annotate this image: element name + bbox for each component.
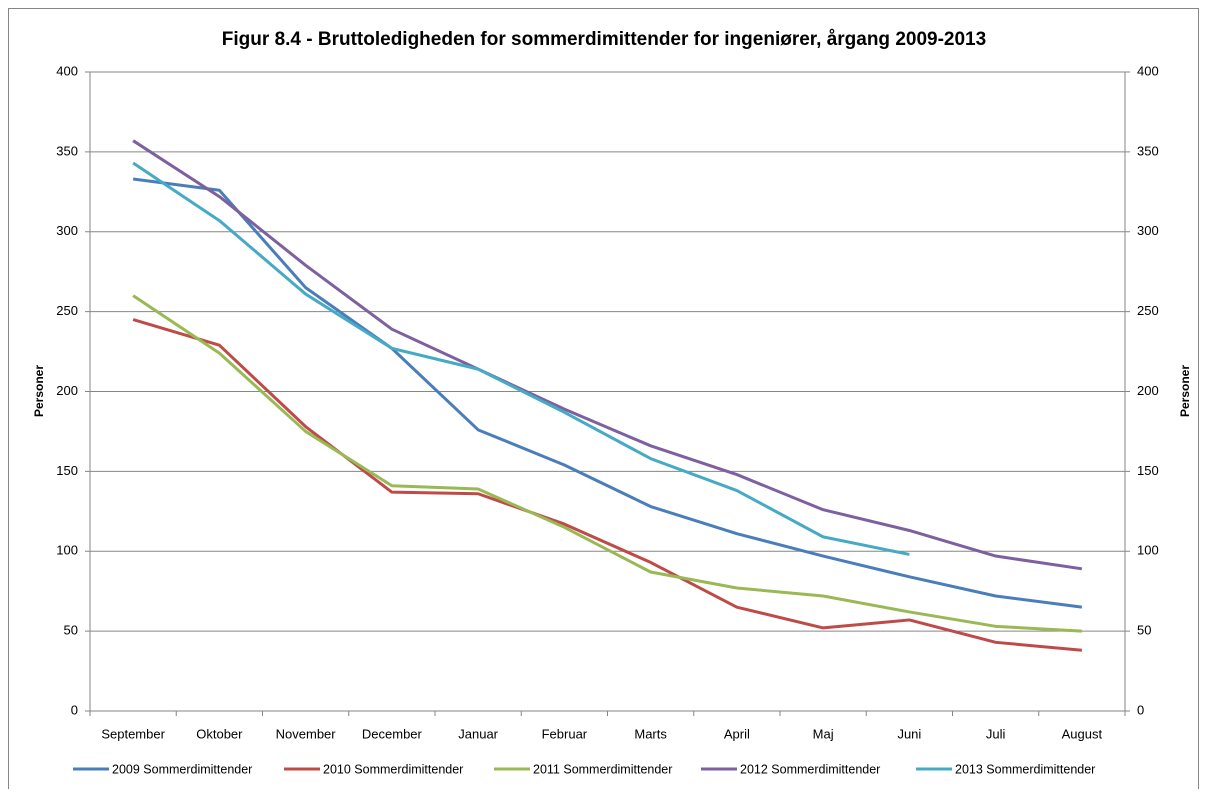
y2-tick-label: 100	[1137, 543, 1159, 558]
series-line	[132, 177, 1083, 609]
y-tick-label: 50	[64, 623, 78, 638]
y2-tick-label: 50	[1137, 623, 1151, 638]
x-tick-label: Marts	[634, 726, 667, 741]
x-tick-label: Juni	[897, 726, 921, 741]
x-tick-label: November	[276, 726, 337, 741]
x-tick-label: Juli	[986, 726, 1006, 741]
y2-tick-label: 300	[1137, 223, 1159, 238]
x-tick-label: Februar	[542, 726, 588, 741]
y-tick-label: 100	[56, 543, 78, 558]
y2-tick-label: 150	[1137, 463, 1159, 478]
y-tick-label: 250	[56, 303, 78, 318]
y-tick-label: 150	[56, 463, 78, 478]
legend-label: 2013 Sommerdimittender	[955, 762, 1095, 776]
legend-label: 2009 Sommerdimittender	[112, 762, 252, 776]
x-tick-label: Maj	[813, 726, 834, 741]
y2-tick-label: 0	[1137, 702, 1144, 717]
series-line	[132, 294, 1082, 633]
x-tick-label: December	[362, 726, 423, 741]
y-tick-label: 0	[71, 702, 78, 717]
y-tick-label: 350	[56, 143, 78, 158]
x-tick-label: Januar	[458, 726, 498, 741]
y2-tick-label: 350	[1137, 143, 1159, 158]
chart-title: Figur 8.4 - Bruttoledigheden for sommerd…	[222, 29, 986, 50]
x-tick-label: Oktober	[196, 726, 243, 741]
legend-label: 2012 Sommerdimittender	[740, 762, 880, 776]
y2-axis-label: Personer	[1178, 365, 1192, 417]
y-tick-label: 200	[56, 383, 78, 398]
y-tick-label: 400	[56, 63, 78, 78]
y2-tick-label: 250	[1137, 303, 1159, 318]
chart-frame	[8, 8, 1199, 794]
series-line	[132, 161, 910, 556]
legend-label: 2010 Sommerdimittender	[323, 762, 463, 776]
y-axis-label: Personer	[32, 365, 46, 417]
legend-label: 2011 Sommerdimittender	[533, 762, 672, 776]
x-tick-label: April	[724, 726, 750, 741]
series-line	[132, 318, 1083, 652]
x-tick-label: August	[1062, 726, 1103, 741]
y2-tick-label: 400	[1137, 63, 1159, 78]
series-line	[132, 139, 1083, 571]
x-tick-label: September	[101, 726, 165, 741]
y2-tick-label: 200	[1137, 383, 1159, 398]
y-tick-label: 300	[56, 223, 78, 238]
